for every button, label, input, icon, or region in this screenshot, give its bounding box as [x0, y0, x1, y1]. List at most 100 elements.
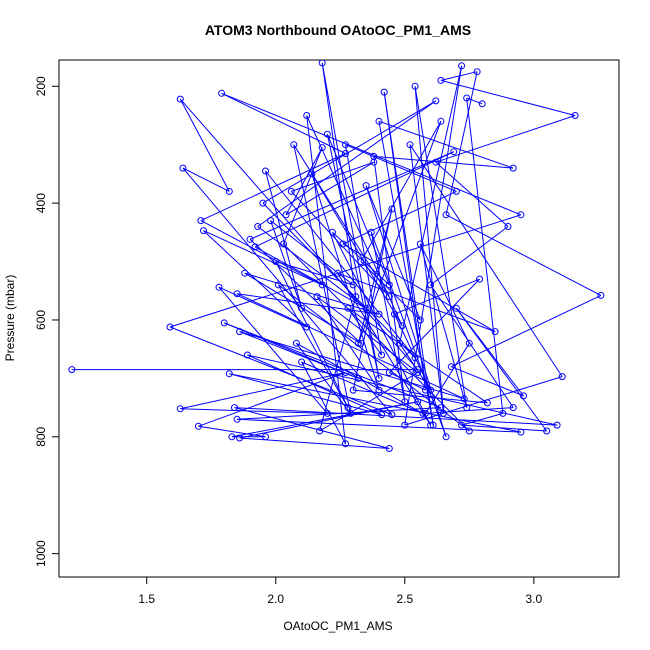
data-point [391, 310, 398, 318]
data-point [308, 170, 316, 178]
series-line-segment [200, 220, 323, 286]
data-point [298, 358, 306, 366]
data-point [553, 421, 561, 429]
data-point [375, 374, 383, 382]
series-line-segment [425, 407, 514, 414]
data-point [267, 217, 275, 225]
series-line-segment [262, 100, 437, 204]
data-point [274, 281, 282, 289]
data-point [176, 405, 184, 413]
series-line-segment [419, 243, 470, 344]
data-point [342, 141, 349, 149]
series-line-segment [296, 342, 351, 414]
series-line-segment [404, 376, 563, 426]
data-point [316, 427, 324, 435]
data-point [452, 304, 460, 312]
data-point [517, 211, 525, 219]
series-line-segment [244, 272, 380, 315]
data-point [246, 235, 254, 243]
data-point [287, 187, 295, 195]
data-point [303, 323, 311, 331]
data-point [509, 164, 517, 172]
series-line-segment [180, 372, 346, 410]
series-line-segment [221, 92, 346, 154]
data-point [347, 409, 355, 417]
data-point [375, 310, 383, 318]
series-line-segment [342, 190, 457, 245]
data-point [280, 240, 287, 248]
data-point [597, 291, 605, 299]
data-point [197, 217, 205, 225]
data-point [176, 95, 184, 103]
series-line-segment [257, 226, 367, 309]
data-point [388, 205, 396, 213]
data-point [388, 411, 396, 419]
series-line-segment [389, 372, 426, 391]
data-point [228, 433, 236, 441]
data-point [292, 339, 300, 347]
series-line-segment [378, 121, 434, 426]
series-line-segment [326, 134, 380, 379]
data-point [427, 281, 435, 289]
series-line-segment [203, 230, 308, 328]
data-point [571, 112, 579, 119]
data-point [354, 339, 362, 347]
data-point [406, 141, 414, 149]
series-line-segment [332, 232, 432, 426]
x-tick-label: 3.0 [525, 592, 542, 606]
data-point [517, 428, 525, 436]
data-point [463, 94, 471, 102]
data-point [179, 164, 187, 172]
data-point [396, 339, 404, 347]
data-point [378, 411, 386, 419]
data-point [313, 293, 321, 301]
data-point [323, 409, 331, 417]
series-line-segment [321, 62, 380, 379]
data-point [378, 351, 386, 359]
series-line-segment [277, 284, 349, 408]
data-point [442, 211, 450, 219]
data-point [450, 148, 458, 156]
data-point [437, 404, 445, 412]
data-point [233, 290, 241, 298]
data-point [558, 373, 566, 381]
y-tick-label: 600 [34, 310, 48, 330]
series-line-segment [461, 424, 547, 432]
series-line-segment [321, 62, 357, 297]
series-line-segment [399, 65, 463, 344]
data-point [543, 427, 551, 435]
series-line-segment [229, 373, 382, 416]
data-point [437, 76, 445, 84]
series-line-segment [425, 343, 470, 414]
x-axis: 1.5 2.0 2.5 3.0 [138, 576, 543, 606]
x-tick-label: 1.5 [138, 592, 155, 606]
series-line-segment [435, 161, 509, 227]
series-line-segment [306, 115, 346, 444]
series-line-segment [440, 79, 576, 116]
series-line-segment [342, 243, 496, 333]
data-point [220, 319, 228, 327]
series-line-segment [445, 214, 602, 296]
data-point [318, 281, 326, 289]
data-point [416, 316, 424, 324]
data-point [241, 269, 249, 277]
data-point [460, 395, 468, 403]
data-point [259, 199, 267, 207]
series-line-segment [430, 226, 509, 286]
data-point [458, 62, 466, 70]
data-point [398, 322, 406, 330]
data-point [385, 445, 393, 452]
series-line-segment [414, 86, 444, 414]
data-point [463, 404, 471, 412]
data-point [68, 366, 76, 374]
data-point [194, 422, 202, 430]
series-line-segment [244, 272, 362, 344]
data-point [465, 339, 473, 347]
data-point [504, 223, 512, 230]
series-line-segment [249, 238, 362, 344]
series-line-segment [200, 153, 346, 222]
data-point [342, 440, 349, 448]
x-tick-label: 2.0 [267, 592, 284, 606]
